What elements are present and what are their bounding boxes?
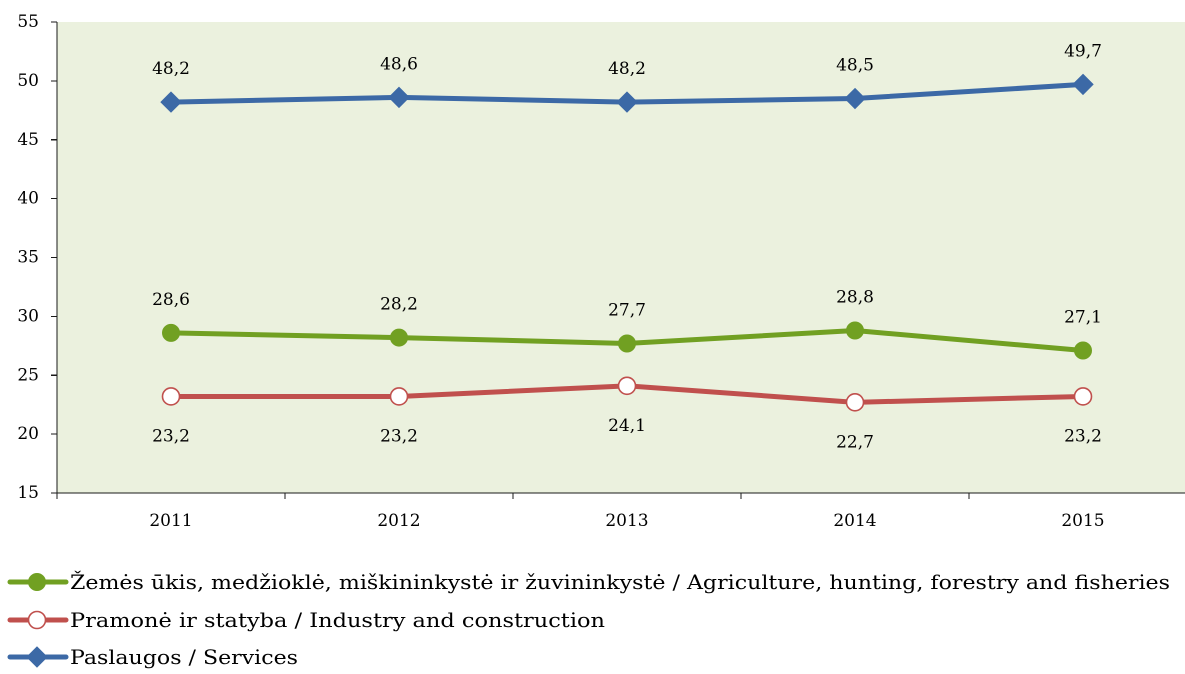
legend-item-industry: Pramonė ir statyba / Industry and constr… xyxy=(7,608,605,632)
y-tick-label-55: 55 xyxy=(17,12,39,32)
legend-swatch-industry xyxy=(7,610,69,630)
data-label-industry-2011: 23,2 xyxy=(152,426,190,446)
legend-item-services: Paslaugos / Services xyxy=(7,645,298,669)
series-lines xyxy=(160,73,1094,412)
legend-item-agriculture: Žemės ūkis, medžioklė, miškininkystė ir … xyxy=(7,570,1170,594)
data-point-agriculture-2014 xyxy=(846,321,864,340)
data-point-industry-2013 xyxy=(617,376,637,396)
y-tick-label-45: 45 xyxy=(17,130,39,150)
data-point-agriculture-2013 xyxy=(618,334,636,353)
data-label-agriculture-2014: 28,8 xyxy=(836,288,874,308)
legend-marker-industry xyxy=(27,610,47,630)
y-tick-label-15: 15 xyxy=(17,483,39,503)
y-axis: 15 20 25 30 35 40 45 50 55 xyxy=(17,12,58,503)
data-labels: 28,6 28,2 27,7 28,8 27,1 23,2 23,2 24,1 22,7 23,2… xyxy=(152,41,1102,452)
data-label-industry-2015: 23,2 xyxy=(1064,426,1102,446)
x-tick-label-2011: 2011 xyxy=(149,511,192,531)
legend-swatch-services xyxy=(7,646,69,668)
data-label-services-2011: 48,2 xyxy=(152,59,190,79)
data-label-agriculture-2013: 27,7 xyxy=(608,300,646,320)
x-tick-label-2013: 2013 xyxy=(605,511,648,531)
legend-swatch-agriculture xyxy=(7,573,69,591)
legend-label-services: Paslaugos / Services xyxy=(70,645,298,669)
y-tick-label-30: 30 xyxy=(17,306,39,326)
x-tick-label-2012: 2012 xyxy=(377,511,420,531)
y-tick-label-50: 50 xyxy=(17,71,39,91)
data-label-services-2012: 48,6 xyxy=(380,54,418,74)
legend-marker-agriculture xyxy=(28,573,46,591)
y-tick-label-25: 25 xyxy=(17,365,39,385)
x-axis: 2011 2012 2013 2014 2015 xyxy=(56,492,1185,531)
data-label-services-2014: 48,5 xyxy=(836,56,874,76)
data-label-agriculture-2015: 27,1 xyxy=(1064,308,1102,328)
data-point-services-2011 xyxy=(160,91,182,113)
data-point-agriculture-2011 xyxy=(162,323,180,342)
data-point-agriculture-2015 xyxy=(1074,341,1092,360)
legend: Žemės ūkis, medžioklė, miškininkystė ir … xyxy=(7,570,1170,669)
y-tick-label-40: 40 xyxy=(17,189,39,209)
data-label-services-2015: 49,7 xyxy=(1064,41,1102,61)
data-point-services-2014 xyxy=(844,87,866,110)
data-label-industry-2012: 23,2 xyxy=(380,426,418,446)
data-label-agriculture-2011: 28,6 xyxy=(152,290,190,310)
legend-marker-services xyxy=(26,646,48,668)
x-tick-label-2015: 2015 xyxy=(1061,511,1104,531)
data-point-industry-2012 xyxy=(389,387,409,406)
y-tick-label-35: 35 xyxy=(17,248,39,268)
data-point-services-2012 xyxy=(388,86,410,109)
legend-label-industry: Pramonė ir statyba / Industry and constr… xyxy=(70,608,605,632)
data-label-industry-2013: 24,1 xyxy=(608,416,646,436)
data-point-agriculture-2012 xyxy=(390,328,408,347)
data-label-agriculture-2012: 28,2 xyxy=(380,295,418,315)
y-tick-label-20: 20 xyxy=(17,424,39,444)
series-industry xyxy=(161,376,1093,412)
legend-label-agriculture: Žemės ūkis, medžioklė, miškininkystė ir … xyxy=(70,570,1170,594)
data-label-services-2013: 48,2 xyxy=(608,59,646,79)
series-agriculture xyxy=(162,321,1092,360)
x-tick-label-2014: 2014 xyxy=(833,511,876,531)
data-point-services-2015 xyxy=(1072,73,1094,96)
data-point-industry-2014 xyxy=(845,393,865,412)
data-label-industry-2014: 22,7 xyxy=(836,432,874,452)
data-point-industry-2011 xyxy=(161,387,181,406)
series-services xyxy=(160,73,1094,113)
data-point-services-2013 xyxy=(616,91,638,113)
data-point-industry-2015 xyxy=(1073,387,1093,406)
